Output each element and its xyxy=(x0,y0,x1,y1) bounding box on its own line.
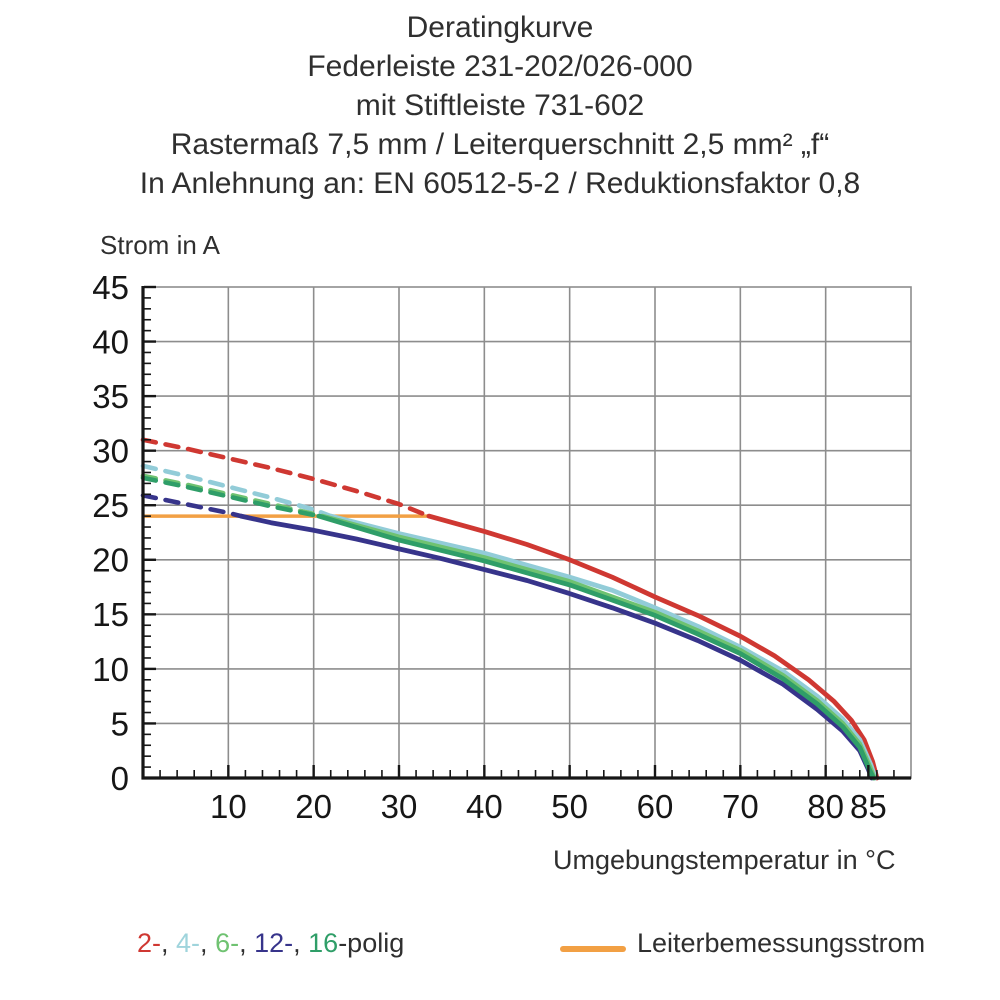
reference-line-label: Leiterbemessungsstrom xyxy=(637,928,926,958)
x-axis-title: Umgebungstemperatur in °C xyxy=(553,845,896,875)
curve-dashed-2-polig xyxy=(140,437,432,519)
y-tick-label: 35 xyxy=(92,378,129,415)
legend-part: 12- xyxy=(254,928,294,958)
y-tick-label: 45 xyxy=(92,269,129,306)
y-axis-title: Strom in A xyxy=(100,230,220,260)
y-tick-label: 30 xyxy=(92,433,129,470)
x-tick-label: 70 xyxy=(722,788,759,825)
plot-frame xyxy=(142,286,912,779)
title-line-3: mit Stiftleiste 731-602 xyxy=(355,89,645,122)
legend-part: , xyxy=(200,928,216,958)
curve-solid-4-polig xyxy=(328,513,878,781)
curve-solid-16-polig xyxy=(316,513,876,781)
legend-part: 2- xyxy=(137,928,162,958)
title-line-2: Federleiste 231-202/026-000 xyxy=(307,50,693,83)
curve-solid-6-polig xyxy=(319,513,877,781)
x-tick-label: 40 xyxy=(466,788,503,825)
curve-solid-12-polig xyxy=(238,513,875,781)
y-tick-label: 20 xyxy=(92,542,129,579)
legend-part: 4- xyxy=(176,928,201,958)
legend-pole-counts: 2-, 4-, 6-, 12-, 16-polig xyxy=(137,928,404,959)
x-tick-label: 10 xyxy=(210,788,247,825)
y-tick-label: 15 xyxy=(92,596,129,633)
legend-part: , xyxy=(293,928,309,958)
curve-dashed-4-polig xyxy=(140,463,333,519)
title-line-1: Deratingkurve xyxy=(406,11,594,44)
y-tick-label: 5 xyxy=(111,705,129,742)
legend-part: -polig xyxy=(338,928,405,958)
x-tick-label: 50 xyxy=(551,788,588,825)
legend-part: , xyxy=(161,928,177,958)
y-tick-label: 25 xyxy=(92,487,129,524)
legend-part: , xyxy=(239,928,255,958)
y-tick-label: 40 xyxy=(92,323,129,360)
curve-solid-2-polig xyxy=(426,513,880,781)
title-line-4: Rastermaß 7,5 mm / Leiterquerschnitt 2,5… xyxy=(170,128,830,161)
x-tick-label: 30 xyxy=(381,788,418,825)
x-tick-label: 80 xyxy=(807,788,844,825)
x-tick-label: 20 xyxy=(295,788,332,825)
curve-dashed-16-polig xyxy=(140,475,322,519)
legend-part: 16 xyxy=(308,928,339,958)
title-line-5: In Anlehnung an: EN 60512-5-2 / Reduktio… xyxy=(139,167,861,200)
reference-line-swatch xyxy=(560,946,626,952)
chart-title-block: Deratingkurve Federleiste 231-202/026-00… xyxy=(0,8,1000,203)
legend-part: 6- xyxy=(215,928,240,958)
y-tick-label: 10 xyxy=(92,651,129,688)
x-tick-label: 60 xyxy=(637,788,674,825)
derating-chart: 10 20 30 40 50 60 70 80 85 0 5 10 15 20 25 30 35 40 45 xyxy=(92,269,912,825)
x-tick-label: 85 xyxy=(850,788,887,825)
curve-dashed-12-polig xyxy=(140,493,244,519)
y-tick-label: 0 xyxy=(111,760,129,797)
